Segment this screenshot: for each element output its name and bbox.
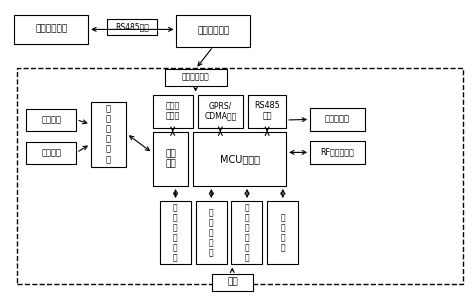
Bar — [26, 109, 76, 130]
Text: 流量
建模: 流量 建模 — [165, 149, 176, 169]
Bar — [231, 201, 262, 264]
Bar — [176, 15, 250, 46]
Text: 流
量
统
计
单
元: 流 量 统 计 单 元 — [173, 203, 177, 262]
Bar — [152, 132, 188, 186]
Text: 电
能
计
量
单
元: 电 能 计 量 单 元 — [106, 105, 111, 164]
Text: 液晶显示屏: 液晶显示屏 — [324, 115, 349, 124]
Bar — [309, 108, 364, 130]
Text: 电力载
波通讯: 电力载 波通讯 — [166, 101, 179, 121]
Bar — [107, 19, 157, 35]
Bar — [198, 94, 243, 128]
Text: MCU处理器: MCU处理器 — [219, 154, 259, 164]
Bar — [159, 201, 190, 264]
Bar — [212, 274, 252, 291]
Text: RS485
通讯: RS485 通讯 — [254, 101, 279, 121]
Bar — [267, 201, 298, 264]
Bar — [195, 201, 226, 264]
Bar — [309, 141, 364, 164]
Bar — [152, 94, 193, 128]
Bar — [248, 94, 286, 128]
Text: 控
制
模
块: 控 制 模 块 — [280, 213, 284, 252]
Text: 电流采样: 电流采样 — [41, 115, 61, 124]
Text: RS485通讯: RS485通讯 — [115, 23, 149, 32]
Bar — [26, 142, 76, 164]
Text: RF卡读写单元: RF卡读写单元 — [320, 148, 354, 157]
Text: 电池: 电池 — [227, 278, 238, 287]
Bar — [14, 15, 88, 44]
Bar — [17, 68, 462, 284]
Bar — [164, 69, 226, 85]
Bar — [193, 132, 286, 186]
Text: 流量计量单元: 流量计量单元 — [35, 25, 67, 34]
Text: 内
置
实
时
时
钟: 内 置 实 时 时 钟 — [244, 203, 248, 262]
Text: 电压采样: 电压采样 — [41, 148, 61, 157]
Text: GPRS/
CDMA通讯: GPRS/ CDMA通讯 — [204, 101, 236, 121]
Text: 电力载波通讯: 电力载波通讯 — [181, 73, 209, 82]
Bar — [90, 102, 126, 167]
Text: 电力载波芯片: 电力载波芯片 — [197, 26, 229, 35]
Text: 内
置
存
储
器: 内 置 存 储 器 — [208, 208, 213, 257]
